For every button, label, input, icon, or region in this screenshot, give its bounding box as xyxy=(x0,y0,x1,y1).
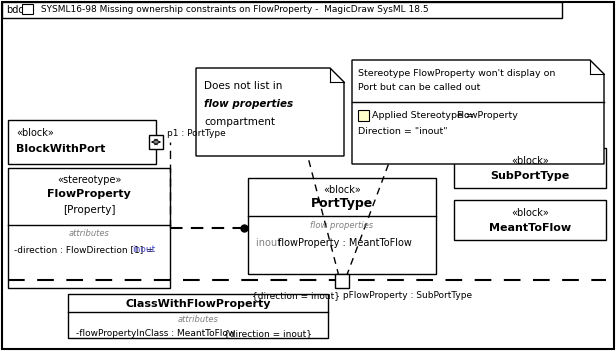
Text: {direction = inout}: {direction = inout} xyxy=(252,291,340,300)
Text: «block»: «block» xyxy=(511,156,549,166)
Text: {direction = inout}: {direction = inout} xyxy=(224,330,312,338)
Text: Does not list in: Does not list in xyxy=(204,81,282,91)
Text: «block»: «block» xyxy=(323,185,361,195)
Text: bdd: bdd xyxy=(6,5,25,15)
Text: inout: inout xyxy=(256,238,284,248)
Text: flow properties: flow properties xyxy=(204,99,293,109)
Text: S: S xyxy=(25,6,29,12)
Bar xyxy=(8,168,170,288)
Bar xyxy=(454,148,606,188)
Text: BlockWithPort: BlockWithPort xyxy=(16,144,105,154)
Polygon shape xyxy=(196,68,344,156)
Text: Stereotype FlowProperty won't display on: Stereotype FlowProperty won't display on xyxy=(358,69,556,79)
Polygon shape xyxy=(352,60,604,164)
Bar xyxy=(22,4,33,14)
Bar xyxy=(358,110,369,121)
Text: PortType: PortType xyxy=(311,198,373,211)
Text: attributes: attributes xyxy=(177,316,219,325)
Text: p1 : PortType: p1 : PortType xyxy=(167,130,225,139)
Text: Direction = "inout": Direction = "inout" xyxy=(358,127,447,137)
Text: compartment: compartment xyxy=(204,117,275,127)
Text: FlowProperty: FlowProperty xyxy=(456,111,518,119)
Text: inout: inout xyxy=(132,245,155,254)
Bar xyxy=(8,120,156,164)
Text: pFlowProperty : SubPortType: pFlowProperty : SubPortType xyxy=(340,291,472,300)
Text: Port but can be called out: Port but can be called out xyxy=(358,84,480,93)
Text: flowProperty : MeantToFlow: flowProperty : MeantToFlow xyxy=(278,238,412,248)
Text: F: F xyxy=(358,111,362,119)
Text: flow properties: flow properties xyxy=(310,221,373,231)
Bar xyxy=(68,294,328,338)
Text: Applied Stereotype =: Applied Stereotype = xyxy=(372,111,477,119)
Text: «block»: «block» xyxy=(16,128,54,138)
Text: «stereotype»: «stereotype» xyxy=(57,175,121,185)
Text: FlowProperty: FlowProperty xyxy=(47,189,131,199)
Bar xyxy=(454,200,606,240)
Text: attributes: attributes xyxy=(68,229,110,238)
Text: SYSML16-98 Missing ownership constraints on FlowProperty -  MagicDraw SysML 18.5: SYSML16-98 Missing ownership constraints… xyxy=(38,6,429,14)
Bar xyxy=(248,178,436,274)
Text: ClassWithFlowProperty: ClassWithFlowProperty xyxy=(125,299,271,309)
Bar xyxy=(149,135,163,149)
Text: SubPortType: SubPortType xyxy=(490,171,570,181)
Text: -flowPropertyInClass : MeantToFlow: -flowPropertyInClass : MeantToFlow xyxy=(76,330,235,338)
Text: -direction : FlowDirection [1] =: -direction : FlowDirection [1] = xyxy=(14,245,156,254)
Bar xyxy=(2,2,562,18)
Bar xyxy=(335,274,349,288)
Text: MeantToFlow: MeantToFlow xyxy=(489,223,571,233)
Text: [Property]: [Property] xyxy=(63,205,115,215)
Text: «block»: «block» xyxy=(511,208,549,218)
